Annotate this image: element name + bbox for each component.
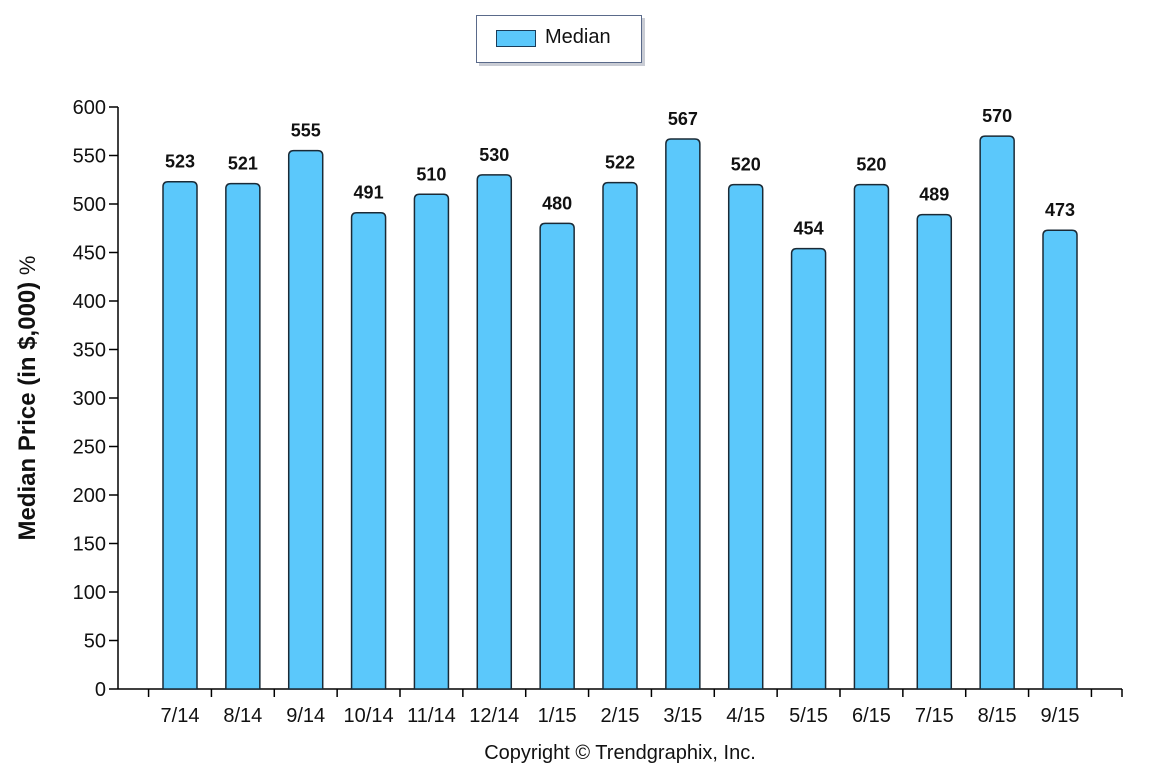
x-tick-label: 7/15 <box>915 705 954 727</box>
chart-bars <box>162 135 1078 690</box>
bar-3-15 <box>665 138 701 690</box>
legend-swatch-median <box>496 30 536 47</box>
bar-value-label: 530 <box>479 145 509 165</box>
legend: Median <box>476 15 642 63</box>
y-tick-label: 450 <box>73 243 106 265</box>
legend-label-median: Median <box>545 26 611 48</box>
bar-value-label: 523 <box>165 152 195 172</box>
y-tick-label: 300 <box>73 388 106 410</box>
bar-value-label: 555 <box>291 121 321 141</box>
bar-value-label: 570 <box>982 106 1012 126</box>
x-tick-label: 8/14 <box>223 705 262 727</box>
bar-8-14 <box>225 182 261 690</box>
chart-labels: 523 7/14 521 8/14 555 9/14 491 10/14 510 11/14 530… <box>161 106 1080 727</box>
x-tick-label: 3/15 <box>663 705 702 727</box>
y-axis-title: Median Price (in $,000) % <box>14 256 42 541</box>
bar-value-label: 480 <box>542 193 572 213</box>
y-tick-label: 550 <box>73 146 106 168</box>
y-axis-title-main: Median Price (in $,000) <box>14 281 41 541</box>
x-tick-label: 6/15 <box>852 705 891 727</box>
y-tick-label: 0 <box>95 679 106 701</box>
x-tick-label: 7/14 <box>161 705 200 727</box>
y-tick-label: 250 <box>73 437 106 459</box>
x-tick-label: 4/15 <box>726 705 765 727</box>
bar-value-label: 522 <box>605 153 635 173</box>
bar-2-15 <box>602 181 638 690</box>
bar-value-label: 489 <box>919 185 949 205</box>
y-axis-title-unit: % <box>15 255 40 276</box>
x-tick-label: 2/15 <box>601 705 640 727</box>
bar-5-15 <box>790 247 827 690</box>
bar-value-label: 473 <box>1045 200 1075 220</box>
bar-1-15 <box>539 222 575 690</box>
y-tick-label: 50 <box>84 631 106 653</box>
x-tick-label: 1/15 <box>538 705 577 727</box>
x-tick-label: 9/15 <box>1041 705 1080 727</box>
bar-9-14 <box>287 149 324 690</box>
bar-value-label: 510 <box>416 164 446 184</box>
bar-value-label: 454 <box>794 219 824 239</box>
bar-value-label: 521 <box>228 154 258 174</box>
bar-7-14 <box>162 180 198 690</box>
bar-10-14 <box>350 211 387 690</box>
bar-11-14 <box>413 193 450 690</box>
y-tick-label: 350 <box>73 340 106 362</box>
bar-value-label: 567 <box>668 109 698 129</box>
y-tick-label: 600 <box>73 97 106 119</box>
x-tick-label: 12/14 <box>469 705 519 727</box>
x-tick-label: 9/14 <box>286 705 325 727</box>
x-tick-label: 10/14 <box>344 705 394 727</box>
bar-9-15 <box>1042 229 1078 690</box>
copyright-notice: Copyright © Trendgraphix, Inc. <box>484 742 756 764</box>
bar-value-label: 520 <box>731 155 761 175</box>
y-tick-label: 400 <box>73 291 106 313</box>
bar-4-15 <box>727 183 764 690</box>
chart-axes: 0 50 100 150 200 250 300 350 400 450 500 550 600 <box>73 97 1123 701</box>
bar-value-label: 520 <box>856 155 886 175</box>
x-tick-label: 5/15 <box>789 705 828 727</box>
y-tick-label: 100 <box>73 582 106 604</box>
y-tick-label: 150 <box>73 534 106 556</box>
bar-12-14 <box>476 174 513 690</box>
y-tick-label: 200 <box>73 485 106 507</box>
y-tick-label: 500 <box>73 194 106 216</box>
x-tick-label: 11/14 <box>407 705 456 727</box>
bar-7-15 <box>916 213 953 690</box>
x-tick-label: 8/15 <box>978 705 1017 727</box>
bar-8-15 <box>979 135 1015 690</box>
bar-value-label: 491 <box>354 183 384 203</box>
bar-6-15 <box>853 183 890 690</box>
